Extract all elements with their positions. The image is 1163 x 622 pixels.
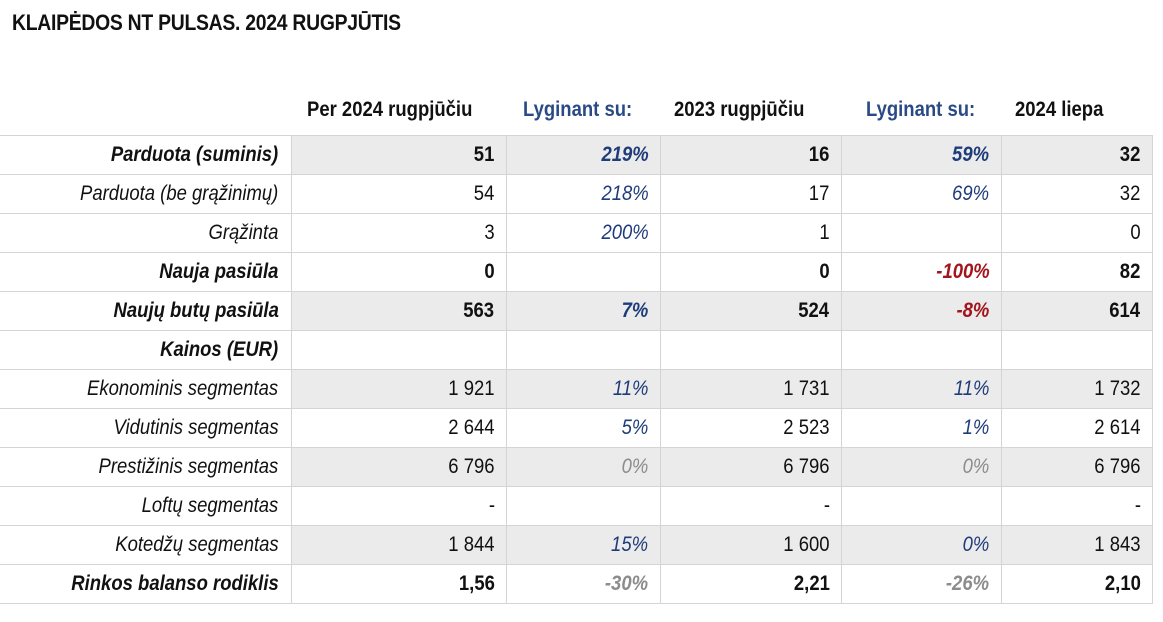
table-row: Prestižinis segmentas 6 796 0% 6 796 0% … <box>0 447 1153 487</box>
cell-previous-month: 6 796 <box>1000 447 1153 487</box>
cell-last-year: 2,21 <box>659 564 842 604</box>
row-label-returned: Grąžinta <box>0 213 291 253</box>
cell-change-vs-previous-month <box>840 213 1002 253</box>
table-row: Naujų butų pasiūla 563 7% 524 -8% 614 <box>0 291 1153 331</box>
table-row: Rinkos balanso rodiklis 1,56 -30% 2,21 -… <box>0 564 1153 604</box>
table-row: Vidutinis segmentas 2 644 5% 2 523 1% 2 … <box>0 408 1153 448</box>
row-label-sold-total: Parduota (suminis) <box>0 135 291 175</box>
cell-change-vs-last-year: 15% <box>505 525 661 565</box>
cell-previous-month: 2,10 <box>1000 564 1153 604</box>
row-label-sold-net: Parduota (be grąžinimų) <box>0 174 291 214</box>
cell-change-vs-previous-month: -8% <box>840 291 1002 331</box>
cell-change-vs-previous-month: 1% <box>840 408 1002 448</box>
header-last-year: 2023 rugpjūčiu <box>674 98 805 121</box>
header-previous-month: 2024 liepa <box>1015 98 1104 121</box>
cell-previous-month: 32 <box>1000 174 1153 214</box>
cell-change-vs-last-year: 0% <box>505 447 661 487</box>
cell-previous-month: 2 614 <box>1000 408 1153 448</box>
cell-change-vs-last-year: 11% <box>505 369 661 409</box>
table-row: Parduota (suminis) 51 219% 16 59% 32 <box>0 135 1153 175</box>
cell-previous-month: 82 <box>1000 252 1153 292</box>
table-row: Kainos (EUR) <box>0 330 1153 370</box>
header-current-period: Per 2024 rugpjūčiu <box>307 98 473 121</box>
cell-change-vs-previous-month <box>840 330 1002 370</box>
row-label-new-supply: Nauja pasiūla <box>0 252 291 292</box>
table-row: Parduota (be grąžinimų) 54 218% 17 69% 3… <box>0 174 1153 214</box>
cell-last-year: 2 523 <box>659 408 842 448</box>
cell-current: 54 <box>290 174 507 214</box>
cell-change-vs-previous-month: -100% <box>840 252 1002 292</box>
cell-previous-month: 1 732 <box>1000 369 1153 409</box>
cell-change-vs-last-year <box>505 330 661 370</box>
cell-last-year: 16 <box>659 135 842 175</box>
cell-last-year: - <box>659 486 842 526</box>
row-label-prices-section: Kainos (EUR) <box>0 330 291 370</box>
cell-current: 2 644 <box>290 408 507 448</box>
table-row: Nauja pasiūla 0 0 -100% 82 <box>0 252 1153 292</box>
cell-previous-month: 1 843 <box>1000 525 1153 565</box>
cell-change-vs-last-year: 219% <box>505 135 661 175</box>
table-row: Grąžinta 3 200% 1 0 <box>0 213 1153 253</box>
cell-previous-month: - <box>1000 486 1153 526</box>
cell-last-year: 6 796 <box>659 447 842 487</box>
cell-change-vs-last-year: -30% <box>505 564 661 604</box>
cell-change-vs-previous-month: 0% <box>840 525 1002 565</box>
row-label-new-apartments-supply: Naujų butų pasiūla <box>0 291 291 331</box>
cell-previous-month: 32 <box>1000 135 1153 175</box>
row-label-market-balance-index: Rinkos balanso rodiklis <box>0 564 291 604</box>
cell-change-vs-last-year: 200% <box>505 213 661 253</box>
cell-change-vs-last-year <box>505 252 661 292</box>
cell-change-vs-previous-month: 0% <box>840 447 1002 487</box>
cell-current: 0 <box>290 252 507 292</box>
table-row: Ekonominis segmentas 1 921 11% 1 731 11%… <box>0 369 1153 409</box>
cell-last-year: 1 600 <box>659 525 842 565</box>
header-compare-1: Lyginant su: <box>523 98 633 121</box>
cell-change-vs-last-year: 5% <box>505 408 661 448</box>
cell-current: - <box>290 486 507 526</box>
cell-last-year: 1 <box>659 213 842 253</box>
row-label-cottage-segment: Kotedžų segmentas <box>0 525 291 565</box>
table-row: Kotedžų segmentas 1 844 15% 1 600 0% 1 8… <box>0 525 1153 565</box>
row-label-loft-segment: Loftų segmentas <box>0 486 291 526</box>
cell-current: 3 <box>290 213 507 253</box>
cell-last-year <box>659 330 842 370</box>
row-label-economy-segment: Ekonominis segmentas <box>0 369 291 409</box>
cell-current: 1 844 <box>290 525 507 565</box>
real-estate-pulse-table: Parduota (suminis) 51 219% 16 59% 32 Par… <box>0 135 1153 604</box>
page-title: KLAIPĖDOS NT PULSAS. 2024 RUGPJŪTIS <box>12 10 401 35</box>
table-row: Loftų segmentas - - - <box>0 486 1153 526</box>
cell-change-vs-last-year: 7% <box>505 291 661 331</box>
cell-current <box>290 330 507 370</box>
row-label-prestige-segment: Prestižinis segmentas <box>0 447 291 487</box>
cell-current: 563 <box>290 291 507 331</box>
cell-change-vs-previous-month: 11% <box>840 369 1002 409</box>
cell-previous-month: 614 <box>1000 291 1153 331</box>
cell-current: 6 796 <box>290 447 507 487</box>
cell-current: 51 <box>290 135 507 175</box>
cell-last-year: 0 <box>659 252 842 292</box>
cell-current: 1 921 <box>290 369 507 409</box>
cell-last-year: 1 731 <box>659 369 842 409</box>
cell-change-vs-previous-month: 69% <box>840 174 1002 214</box>
cell-change-vs-previous-month: 59% <box>840 135 1002 175</box>
cell-last-year: 17 <box>659 174 842 214</box>
cell-change-vs-previous-month: -26% <box>840 564 1002 604</box>
cell-change-vs-last-year <box>505 486 661 526</box>
cell-current: 1,56 <box>290 564 507 604</box>
cell-change-vs-previous-month <box>840 486 1002 526</box>
cell-change-vs-last-year: 218% <box>505 174 661 214</box>
cell-previous-month <box>1000 330 1153 370</box>
cell-last-year: 524 <box>659 291 842 331</box>
row-label-middle-segment: Vidutinis segmentas <box>0 408 291 448</box>
cell-previous-month: 0 <box>1000 213 1153 253</box>
header-compare-2: Lyginant su: <box>866 98 976 121</box>
